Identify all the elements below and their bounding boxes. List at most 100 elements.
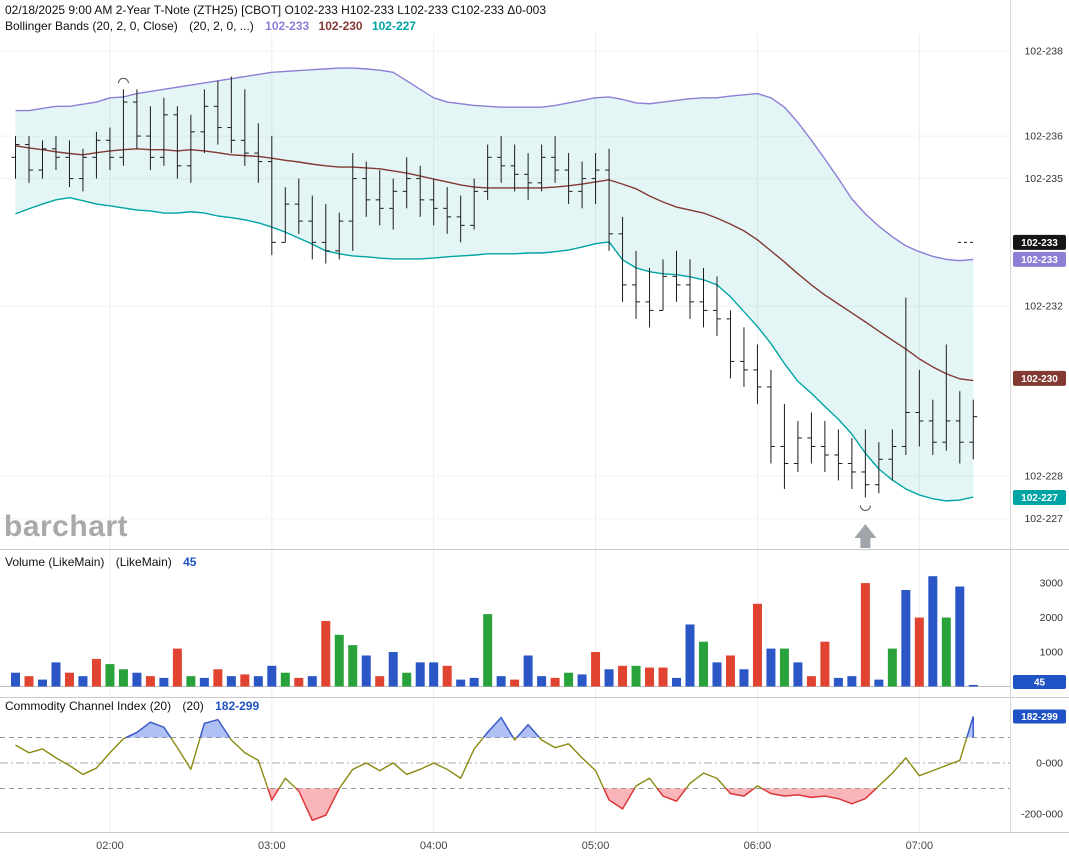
cci-axis: 0-000 -200-000 182-299 <box>1013 709 1066 820</box>
cci-value: 182-299 <box>215 699 260 713</box>
cci-axis-tick-label: -200-000 <box>1021 808 1063 820</box>
ohlc-bars <box>11 76 978 498</box>
volume-bar <box>901 589 911 687</box>
volume-bar <box>78 676 88 687</box>
volume-bar <box>739 669 749 687</box>
volume-bar <box>267 665 277 687</box>
session-high-marker-icon <box>117 77 129 84</box>
volume-value: 45 <box>183 555 197 569</box>
bollinger-band-line <box>15 145 974 382</box>
price-axis-tick-label: 102-232 <box>1024 301 1063 313</box>
volume-bar <box>766 648 776 687</box>
volume-bar <box>806 676 816 687</box>
cci-oversold-fill <box>267 788 279 800</box>
cci-oversold-fill <box>603 788 635 809</box>
price-badge <box>1013 370 1066 386</box>
bollinger-lower-value: 102-227 <box>371 19 416 33</box>
volume-bar <box>402 672 412 687</box>
time-axis-label: 04:00 <box>420 840 448 852</box>
volume-bar <box>725 655 735 687</box>
volume-bar <box>456 679 466 687</box>
volume-bar <box>550 677 560 687</box>
volume-bar <box>321 621 331 687</box>
volume-params: (LikeMain) <box>115 555 172 569</box>
time-axis-label: 03:00 <box>258 840 286 852</box>
price-badge-label: 102-227 <box>1021 493 1058 504</box>
volume-bar <box>375 676 385 687</box>
volume-bar <box>833 677 843 687</box>
volume-bar <box>132 672 142 687</box>
volume-bar <box>280 672 290 687</box>
volume-header[interactable]: Volume (LikeMain) (LikeMain) 45 <box>5 555 202 569</box>
volume-bar <box>874 679 884 687</box>
volume-bar <box>752 603 762 687</box>
volume-bar <box>213 669 223 687</box>
volume-bar <box>941 617 951 687</box>
barchart-watermark: barchart <box>4 510 129 543</box>
volume-bar <box>37 679 47 687</box>
ohlc-title-text: 02/18/2025 9:00 AM 2-Year T-Note (ZTH25)… <box>5 3 547 17</box>
bollinger-label: Bollinger Bands (20, 2, 0, Close) <box>5 19 178 33</box>
volume-bar <box>510 679 520 687</box>
volume-bar <box>779 648 789 687</box>
volume-bar <box>685 624 695 687</box>
price-axis-tick-label: 102-236 <box>1024 131 1063 143</box>
volume-bar <box>645 667 655 687</box>
volume-bar <box>186 676 196 687</box>
volume-axis-tick-label: 3000 <box>1040 578 1064 590</box>
session-low-marker-icon <box>859 505 871 511</box>
price-badge-label: 102-230 <box>1021 374 1058 385</box>
volume-bar <box>240 674 250 687</box>
volume-bar <box>429 662 439 687</box>
volume-bar <box>928 576 938 687</box>
cci-panel[interactable] <box>0 716 1010 822</box>
bollinger-header[interactable]: Bollinger Bands (20, 2, 0, Close) (20, 2… <box>5 19 422 33</box>
cci-overbought-fill <box>516 724 540 738</box>
price-panel[interactable] <box>11 67 978 511</box>
volume-bar <box>672 677 682 687</box>
volume-bar <box>698 641 708 687</box>
volume-bar <box>294 677 304 687</box>
price-axis[interactable]: 102-238 102-236 102-235 102-232 102-228 102-2… <box>958 46 1066 526</box>
volume-bar <box>118 669 128 687</box>
price-badge <box>1013 251 1066 267</box>
cci-axis-tick-label: 0-000 <box>1036 757 1063 769</box>
volume-bar <box>860 583 870 687</box>
volume-bar <box>914 617 924 687</box>
time-axis-label: 05:00 <box>582 840 610 852</box>
volume-bar <box>361 655 371 687</box>
cci-oversold-fill <box>296 788 340 821</box>
time-axis[interactable]: 02:00 03:00 04:00 05:00 06:00 07:00 <box>96 840 933 852</box>
volume-bar <box>591 652 601 687</box>
cci-oversold-fill <box>725 788 755 797</box>
bollinger-params: (20, 2, 0, ...) <box>189 19 254 33</box>
volume-bar <box>91 658 101 687</box>
price-axis-tick-label: 102-228 <box>1024 471 1063 483</box>
time-axis-label: 06:00 <box>744 840 772 852</box>
bollinger-band-line <box>15 197 974 502</box>
volume-axis: 3000 2000 1000 45 <box>1013 578 1066 689</box>
volume-axis-tick-label: 1000 <box>1040 647 1064 659</box>
cci-label: Commodity Channel Index (20) <box>5 699 172 713</box>
price-badge-label: 102-233 <box>1021 238 1058 249</box>
bollinger-band-fill <box>15 68 974 501</box>
price-badge <box>1013 489 1066 505</box>
volume-bar <box>577 674 587 687</box>
volume-bar <box>442 665 452 687</box>
time-axis-label: 07:00 <box>906 840 934 852</box>
volume-bar <box>631 665 641 687</box>
volume-bar <box>334 634 344 687</box>
volume-bar <box>159 677 169 687</box>
volume-panel[interactable] <box>0 576 1010 687</box>
volume-bar <box>253 676 263 687</box>
volume-bar <box>415 662 425 687</box>
cci-header[interactable]: Commodity Channel Index (20) (20) 182-29… <box>5 699 265 713</box>
time-axis-label: 02:00 <box>96 840 124 852</box>
volume-bar <box>11 672 20 687</box>
volume-label: Volume (LikeMain) <box>5 555 105 569</box>
chart-title: 02/18/2025 9:00 AM 2-Year T-Note (ZTH25)… <box>5 3 546 17</box>
cci-badge <box>1013 709 1066 724</box>
volume-bar <box>388 652 398 687</box>
